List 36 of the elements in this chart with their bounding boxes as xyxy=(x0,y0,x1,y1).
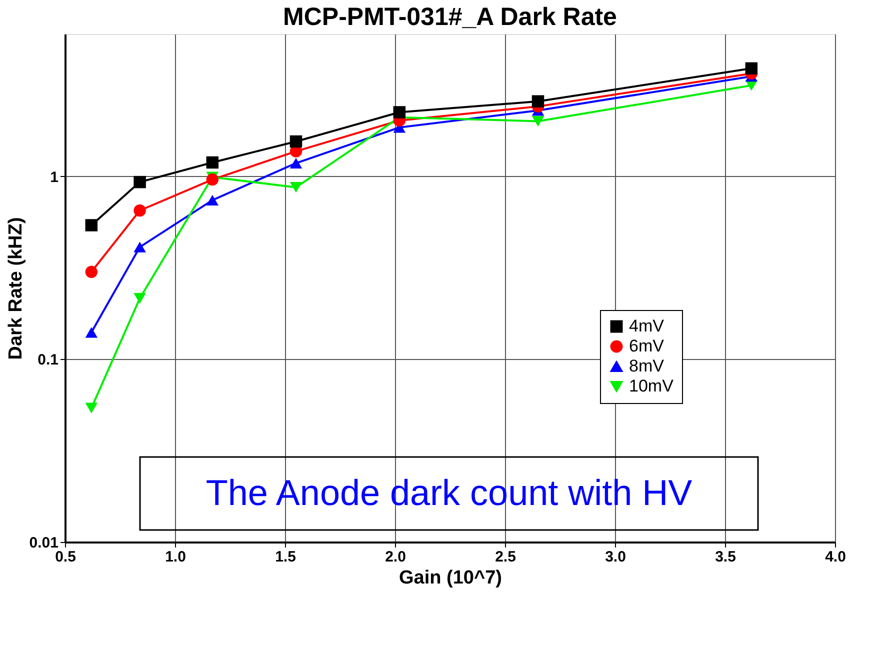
point xyxy=(134,176,146,188)
x-tick-label: 2.5 xyxy=(495,548,516,566)
x-tick-label: 0.5 xyxy=(55,548,76,566)
legend-label: 10mV xyxy=(629,376,674,396)
point xyxy=(393,106,406,118)
legend-label: 6mV xyxy=(629,336,665,356)
legend-label: 4mV xyxy=(629,316,665,336)
point xyxy=(206,156,219,169)
point xyxy=(290,135,302,148)
y-tick-label: 0.1 xyxy=(38,352,58,369)
point xyxy=(532,116,544,127)
y-axis-title: Dark Rate (kHZ) xyxy=(5,217,26,360)
x-tick-label: 4.0 xyxy=(825,548,846,566)
point xyxy=(134,293,146,304)
y-tick-label: 0.01 xyxy=(29,534,58,552)
x-tick-label: 1.0 xyxy=(165,548,186,566)
point xyxy=(206,194,219,206)
x-tick-label: 3.5 xyxy=(715,548,736,566)
x-axis-title: Gain (10^7) xyxy=(399,568,502,588)
point xyxy=(206,173,219,186)
x-tick-label: 1.5 xyxy=(275,548,296,566)
y-tick-label: 1 xyxy=(50,168,58,186)
point xyxy=(134,204,146,217)
point xyxy=(85,327,98,338)
point xyxy=(85,402,98,414)
x-tick-label: 2.0 xyxy=(385,548,406,566)
chart-title: MCP-PMT-031#_A Dark Rate xyxy=(283,3,618,31)
point xyxy=(532,95,544,108)
point xyxy=(290,158,302,168)
x-tick-label: 3.0 xyxy=(605,548,626,566)
point xyxy=(85,266,98,278)
point xyxy=(134,242,146,252)
point xyxy=(85,219,98,232)
legend-label: 8mV xyxy=(629,356,665,376)
point xyxy=(745,62,758,75)
point xyxy=(290,182,302,193)
